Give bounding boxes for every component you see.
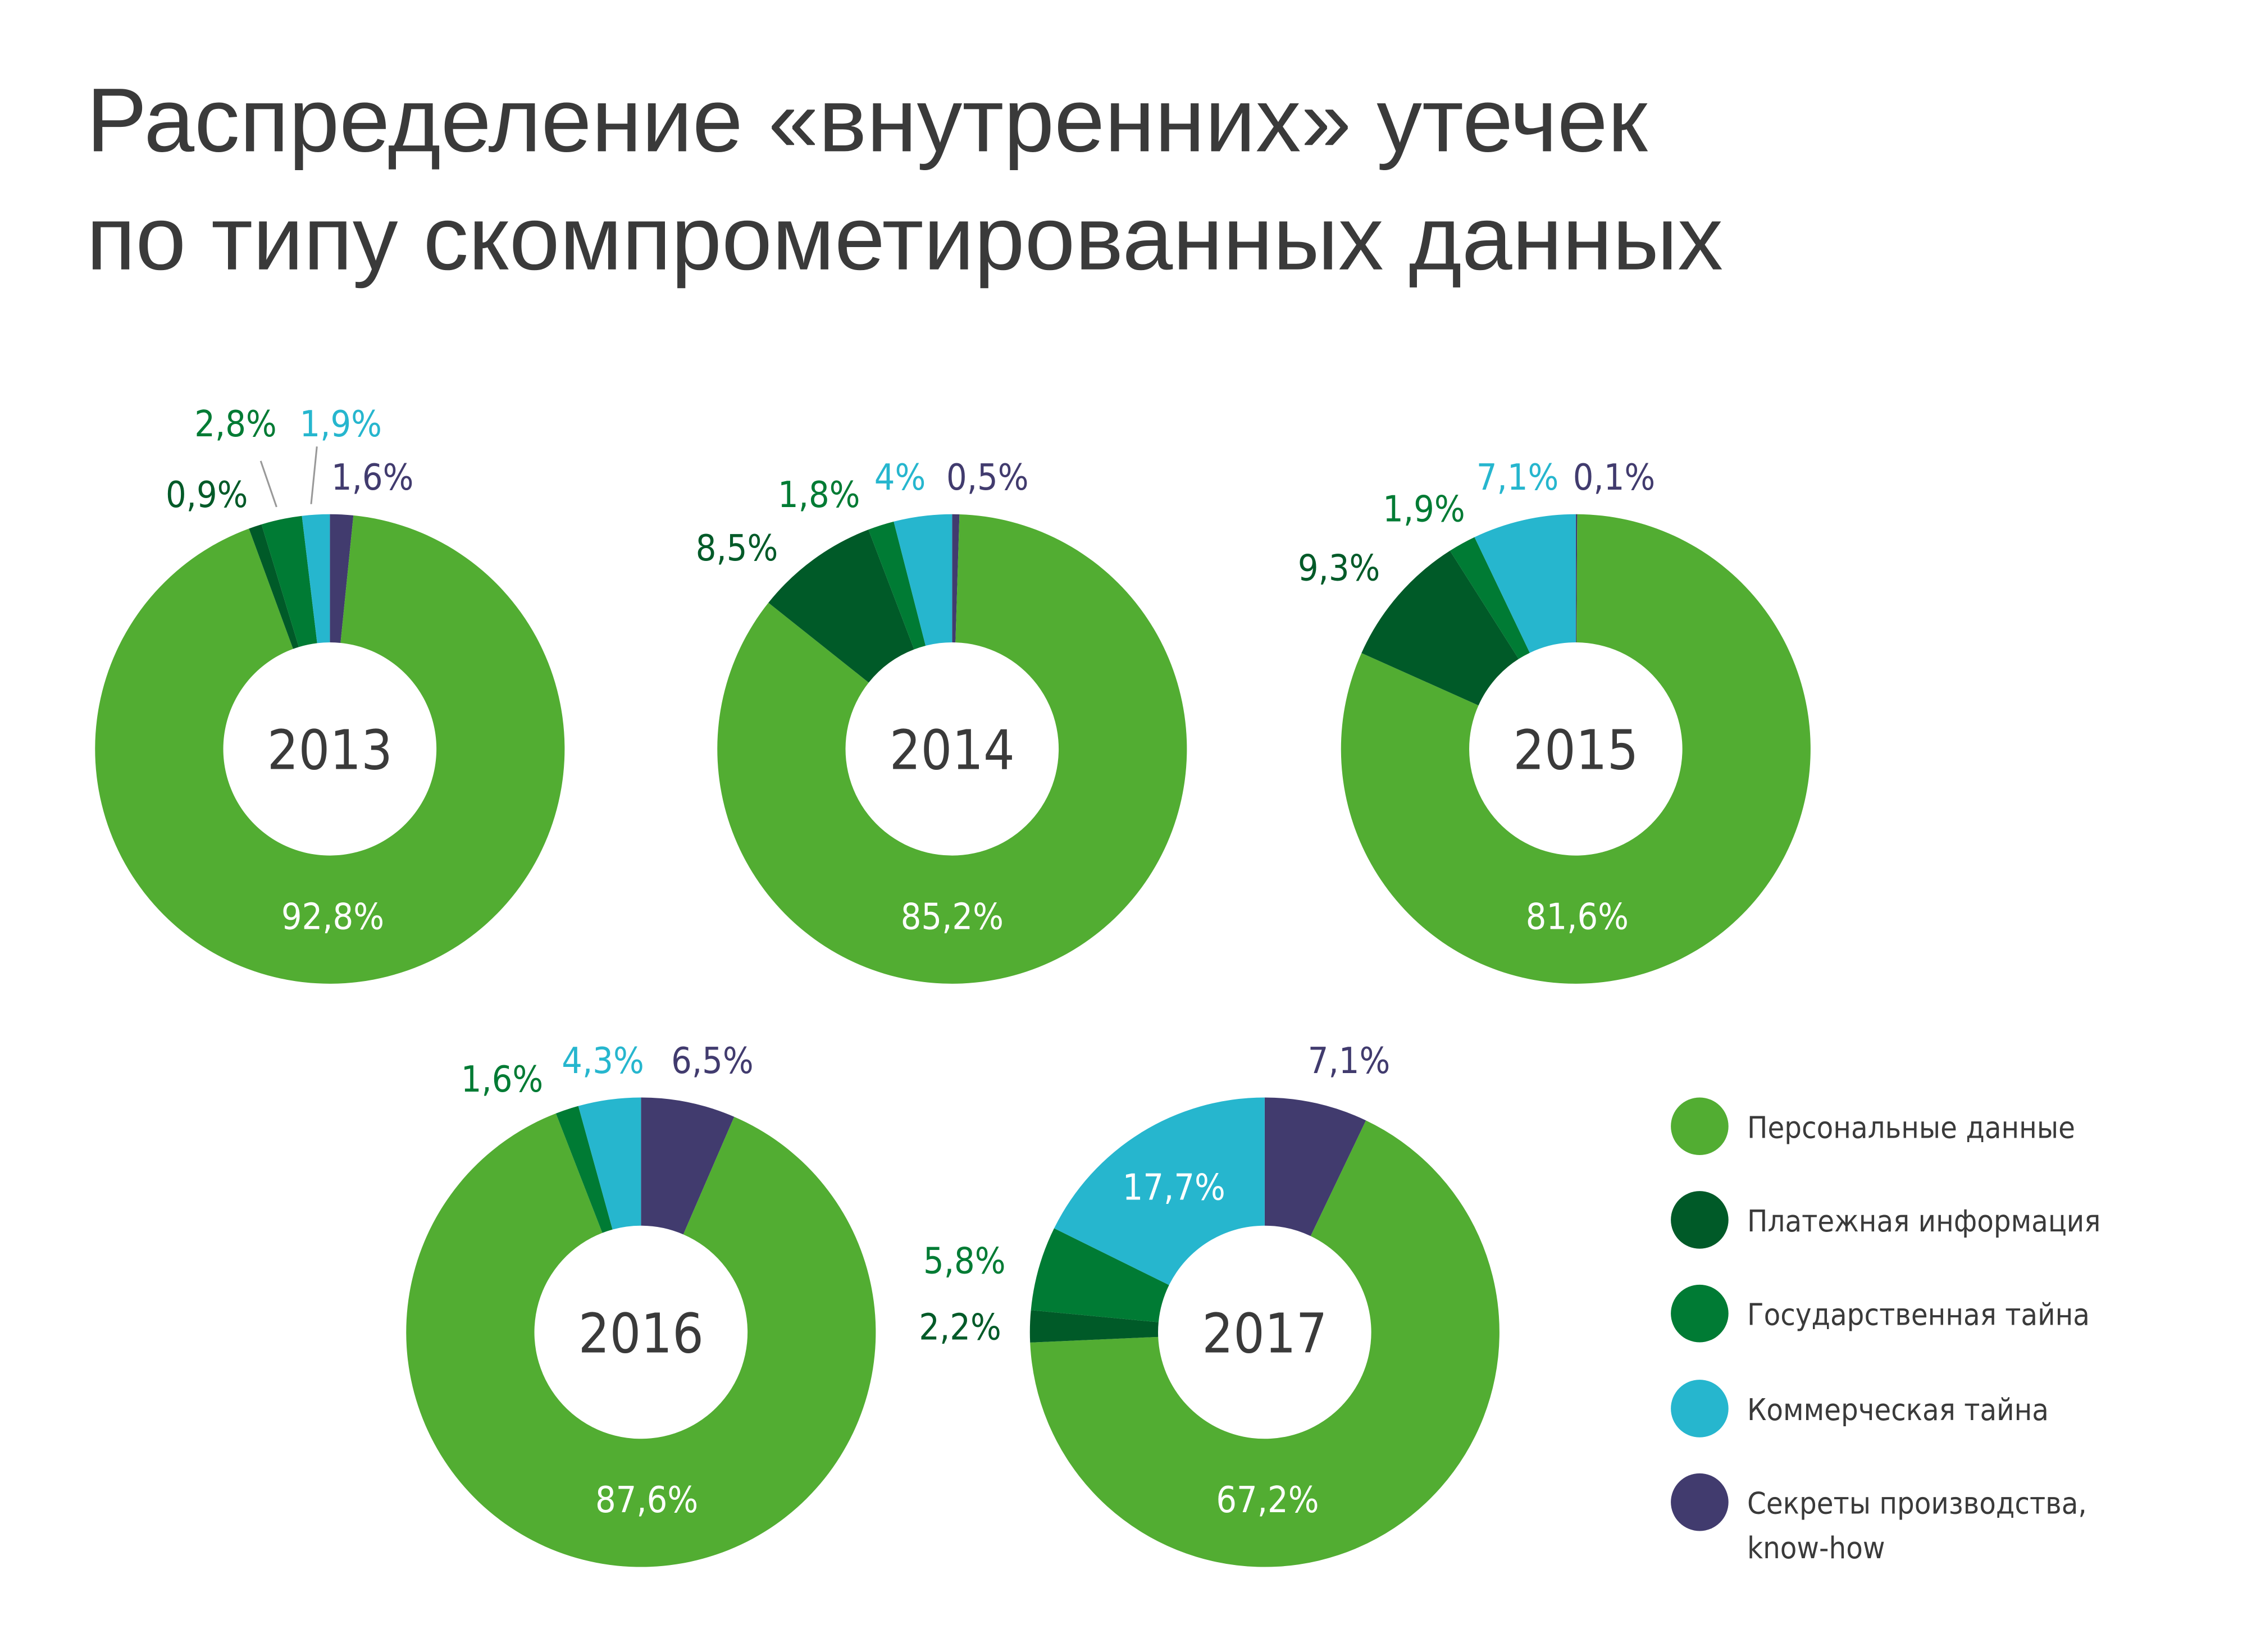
data-label-commercial: 1,9% xyxy=(299,403,382,445)
slice-personal xyxy=(1030,1120,1499,1567)
leader-line xyxy=(259,460,277,508)
data-label-payment: 0,9% xyxy=(166,474,248,516)
data-label-secrets: 0,1% xyxy=(1573,457,1656,499)
data-label-secrets: 6,5% xyxy=(671,1040,754,1082)
slice-commercial xyxy=(302,514,330,644)
leader-line xyxy=(310,446,318,504)
slice-payment xyxy=(1029,1310,1159,1343)
slice-commercial xyxy=(578,1097,641,1230)
slice-personal xyxy=(1341,514,1811,984)
data-label-state: 2,8% xyxy=(194,403,277,445)
data-label-commercial: 7,1% xyxy=(1476,457,1559,499)
data-label-personal: 85,2% xyxy=(901,896,1004,938)
slice-state xyxy=(868,521,926,650)
donut-2015: 2015 81,6% 9,3%1,9% 7,1% 0,1% xyxy=(1298,457,1811,984)
year-label: 2015 xyxy=(1513,719,1638,782)
data-label-personal: 87,6% xyxy=(595,1479,698,1521)
data-label-secrets: 1,6% xyxy=(331,457,414,499)
data-label-payment: 2,2% xyxy=(919,1306,1001,1348)
year-label: 2017 xyxy=(1202,1302,1327,1365)
chart-title-line-2: по типу скомпрометированных данных xyxy=(86,188,1723,289)
legend-item-secrets: Секреты производства, know-how xyxy=(1671,1473,2087,1566)
slice-secrets xyxy=(641,1097,735,1235)
slice-secrets xyxy=(330,514,354,643)
slice-state xyxy=(1031,1228,1169,1322)
slice-commercial xyxy=(1474,514,1576,653)
year-label: 2014 xyxy=(890,719,1015,782)
legend-item-personal: Персональные данные xyxy=(1671,1097,2075,1156)
donut-2016: 2016 87,6% 1,6% 4,3% 6,5% xyxy=(406,1040,876,1567)
slice-secrets xyxy=(952,514,960,643)
legend-swatch xyxy=(1671,1380,1729,1437)
slice-commercial xyxy=(1054,1097,1265,1285)
slice-payment xyxy=(768,530,914,683)
data-label-payment: 9,3% xyxy=(1298,547,1380,590)
data-label-commercial: 4,3% xyxy=(562,1040,644,1082)
data-label-personal: 67,2% xyxy=(1216,1479,1319,1521)
legend-swatch xyxy=(1671,1473,1729,1531)
donut-2017: 2017 67,2% 2,2% 5,8% 17,7% 7,1% xyxy=(919,1040,1499,1567)
slice-secrets xyxy=(1264,1097,1366,1236)
data-label-state: 5,8% xyxy=(923,1240,1006,1282)
donut-2014: 2014 85,2% 8,5%1,8% 4% 0,5% xyxy=(696,457,1187,984)
legend-label: Персональные данные xyxy=(1747,1110,2075,1145)
year-label: 2013 xyxy=(267,719,393,782)
slice-secrets xyxy=(1575,514,1578,642)
legend-item-state: Государственная тайна xyxy=(1671,1284,2090,1343)
legend-item-payment: Платежная информация xyxy=(1671,1191,2100,1249)
legend-swatch xyxy=(1671,1191,1729,1249)
legend-swatch xyxy=(1671,1284,1729,1343)
legend-item-commercial: Коммерческая тайна xyxy=(1671,1380,2049,1437)
slice-payment xyxy=(249,524,299,649)
data-label-personal: 81,6% xyxy=(1526,896,1629,938)
slice-payment xyxy=(1361,550,1519,706)
slice-state xyxy=(1450,537,1530,659)
legend-label: Государственная тайна xyxy=(1747,1297,2090,1332)
legend-label: Секреты производства, xyxy=(1747,1486,2087,1521)
chart-title-line-1: Распределение «внутренних» утечек xyxy=(86,70,1648,171)
slice-state xyxy=(555,1106,613,1233)
donut-2013: 2013 92,8% 0,9% 2,8% 1,9% 1,6% xyxy=(95,403,565,984)
legend-label: Платежная информация xyxy=(1747,1203,2100,1239)
slice-personal xyxy=(95,515,565,984)
data-label-state: 1,6% xyxy=(461,1058,544,1101)
data-label-commercial: 17,7% xyxy=(1123,1167,1225,1209)
legend-label: Коммерческая тайна xyxy=(1747,1392,2049,1427)
slice-personal xyxy=(406,1113,876,1567)
legend: Персональные данные Платежная информация Г… xyxy=(1671,1097,2100,1566)
year-label: 2016 xyxy=(578,1302,704,1365)
legend-label: know-how xyxy=(1747,1530,1885,1566)
slice-personal xyxy=(717,514,1187,984)
legend-swatch xyxy=(1671,1097,1729,1156)
data-label-commercial: 4% xyxy=(874,457,926,499)
data-label-secrets: 0,5% xyxy=(946,457,1029,499)
data-label-state: 1,9% xyxy=(1383,489,1465,531)
data-label-personal: 92,8% xyxy=(281,896,384,938)
data-label-state: 1,8% xyxy=(778,474,860,516)
data-label-payment: 8,5% xyxy=(696,527,778,569)
data-label-secrets: 7,1% xyxy=(1308,1040,1391,1082)
slice-commercial xyxy=(894,514,952,646)
slice-state xyxy=(261,515,317,647)
